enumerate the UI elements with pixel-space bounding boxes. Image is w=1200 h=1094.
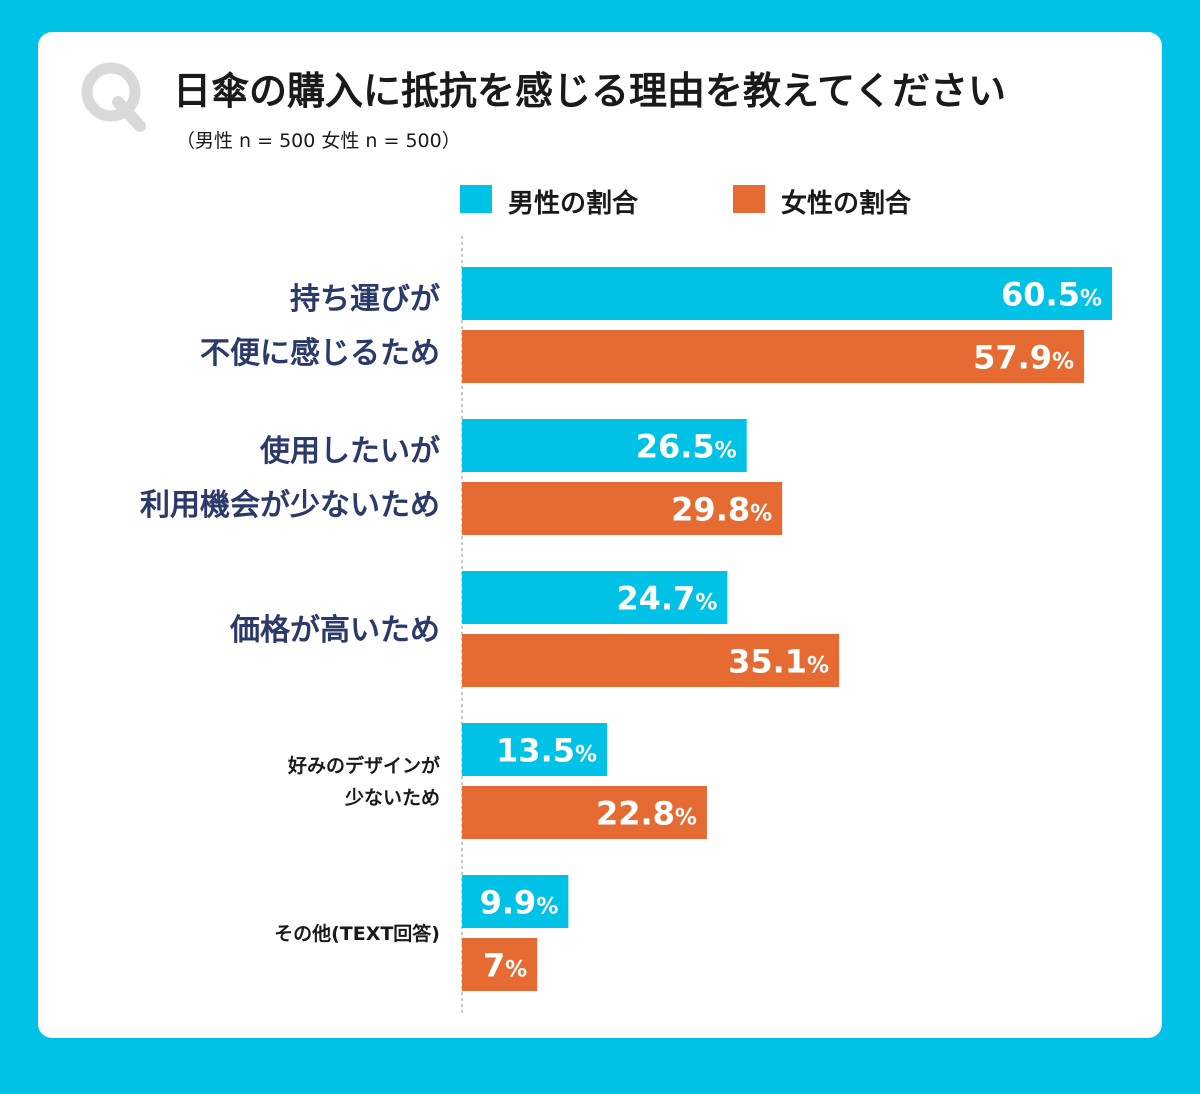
bar-female-0	[462, 330, 1085, 383]
q-icon	[81, 62, 146, 132]
bar-value-male-0: 60.5%	[1001, 276, 1102, 314]
bar-male-4	[462, 875, 569, 928]
bar-value-female-4: 7%	[483, 947, 527, 985]
bar-male-1	[462, 419, 747, 472]
chart-title: 日傘の購入に抵抗を感じる理由を教えてください	[173, 69, 1006, 113]
bar-male-0	[462, 267, 1112, 320]
bar-female-1	[462, 482, 783, 535]
category-label-4-line-0: その他(TEXT回答)	[274, 922, 440, 945]
category-label-1-line-0: 使用したいが	[259, 434, 440, 469]
category-label-1-line-1: 利用機会が少ないため	[140, 488, 440, 523]
bar-value-female-3: 22.8%	[596, 795, 697, 833]
bar-value-male-4: 9.9%	[480, 884, 559, 922]
category-label-3-line-1: 少ないため	[344, 787, 440, 809]
category-label-2-line-0: 価格が高いため	[229, 613, 440, 648]
bar-value-female-0: 57.9%	[973, 339, 1074, 377]
category-label-0-line-1: 不便に感じるため	[200, 336, 440, 371]
bar-male-2	[462, 571, 728, 624]
legend-male-swatch	[460, 185, 492, 213]
bar-value-male-2: 24.7%	[616, 580, 717, 618]
bar-female-3	[462, 786, 707, 839]
legend-female-label: 女性の割合	[781, 189, 912, 219]
bar-value-female-1: 29.8%	[671, 491, 772, 529]
chart-subtitle: （男性 n = 500 女性 n = 500）	[176, 130, 461, 152]
bar-female-2	[462, 634, 840, 687]
legend-female-swatch	[733, 185, 765, 213]
legend-male-label: 男性の割合	[508, 189, 639, 219]
category-label-0-line-0: 持ち運びが	[290, 282, 440, 317]
bar-value-female-2: 35.1%	[728, 643, 829, 681]
bar-male-3	[462, 723, 608, 776]
bar-female-4	[462, 938, 538, 991]
category-label-3-line-0: 好みのデザインが	[287, 754, 440, 777]
bar-value-male-1: 26.5%	[636, 428, 737, 466]
bar-value-male-3: 13.5%	[496, 732, 597, 770]
